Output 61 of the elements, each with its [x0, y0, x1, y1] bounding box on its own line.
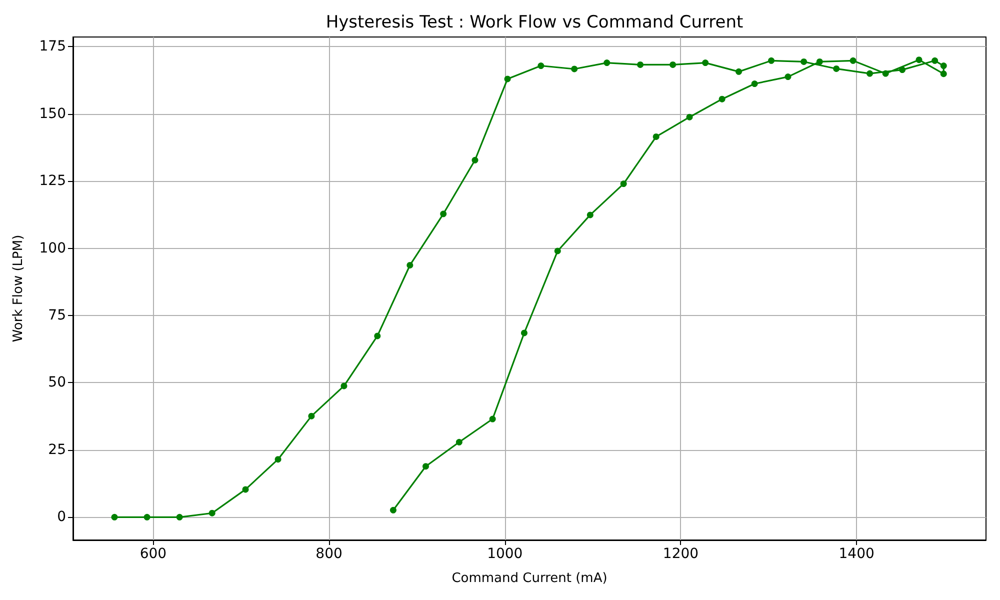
point — [111, 514, 118, 520]
point — [940, 70, 947, 78]
point — [702, 60, 709, 66]
point — [899, 66, 906, 74]
point — [670, 61, 676, 68]
point — [940, 62, 947, 70]
point — [637, 61, 644, 68]
point — [833, 65, 840, 72]
point — [850, 57, 856, 64]
point — [274, 456, 282, 463]
point — [866, 70, 874, 77]
point — [144, 514, 150, 520]
point — [768, 57, 775, 64]
point — [440, 210, 447, 218]
y-tick-label: 25 — [48, 442, 66, 458]
point — [916, 56, 922, 64]
point — [882, 70, 889, 77]
y-tick-label: 0 — [57, 509, 66, 526]
point — [652, 133, 660, 140]
point — [932, 57, 938, 64]
point — [176, 514, 183, 520]
x-axis-title: Command Current (mA) — [452, 571, 608, 586]
point — [686, 114, 693, 120]
point — [340, 382, 348, 390]
y-tick-label: 125 — [39, 173, 66, 190]
point — [718, 96, 726, 102]
y-tick-label: 150 — [39, 106, 66, 122]
point — [208, 510, 216, 516]
point — [620, 180, 627, 188]
point — [504, 76, 511, 82]
point — [736, 68, 742, 75]
point — [571, 66, 578, 72]
y-tick-label: 175 — [39, 38, 66, 55]
point — [554, 248, 561, 254]
y-tick-label: 50 — [48, 374, 66, 391]
point — [406, 262, 414, 268]
x-tick-label: 1200 — [662, 546, 699, 562]
x-tick-label: 600 — [140, 546, 167, 562]
point — [472, 156, 478, 164]
x-tick-label: 1400 — [838, 546, 874, 562]
x-tick-label: 1000 — [487, 546, 523, 562]
chart-title: Hysteresis Test : Work Flow vs Command Current — [326, 12, 744, 32]
point — [308, 412, 315, 420]
point — [816, 58, 823, 65]
y-tick-label: 75 — [48, 308, 66, 324]
point — [456, 438, 462, 446]
point — [784, 74, 792, 80]
y-tick-label: 100 — [39, 240, 66, 256]
point — [751, 80, 758, 88]
point — [374, 332, 381, 340]
point — [422, 463, 429, 470]
point — [242, 486, 249, 493]
point — [538, 62, 544, 70]
point — [800, 58, 808, 65]
point — [390, 506, 396, 514]
point — [586, 212, 594, 218]
point — [520, 330, 528, 336]
y-axis-title: Work Flow (LPM) — [11, 234, 26, 342]
point — [489, 416, 496, 422]
point — [604, 60, 610, 66]
x-tick-label: 800 — [316, 546, 342, 562]
